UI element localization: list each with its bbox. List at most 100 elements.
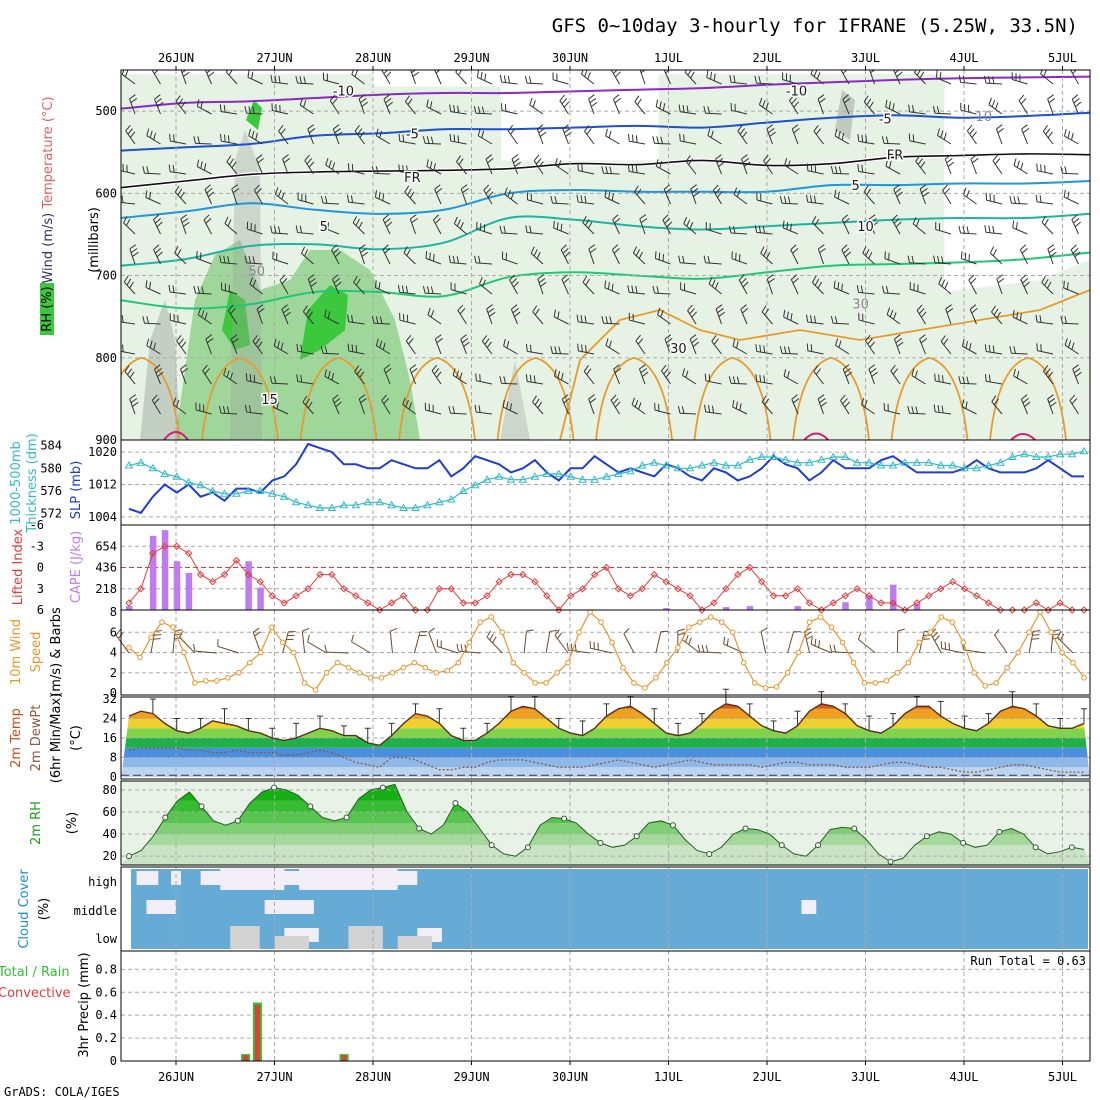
rh-point (1032, 844, 1039, 851)
wind-barb (144, 322, 161, 325)
wind-barb-flag (1047, 244, 1055, 250)
wind-barb-flag (934, 373, 936, 381)
wind-barb-flag (958, 75, 962, 83)
wind-barb-flag (1035, 314, 1038, 323)
wind-barb-flag (196, 159, 200, 167)
wind-barb-flag (818, 244, 825, 250)
wind-barb-flag (895, 221, 902, 228)
wind-barb-flag (474, 255, 477, 263)
wind-barb-flag (563, 277, 570, 284)
wind-barb-flag (1040, 164, 1042, 172)
wind-barb-flag (514, 311, 521, 318)
wind-barb-flag (612, 244, 619, 251)
wind-barb (527, 199, 544, 205)
isotherm-label: 5 (320, 220, 328, 235)
wind-barb-flag (383, 94, 390, 100)
wind-barb-flag (589, 98, 597, 104)
rh-legend-swatch (40, 283, 54, 335)
wind-barb-flag (992, 154, 998, 162)
wind-barb-flag (129, 94, 136, 100)
wind-barb (766, 278, 773, 295)
cape-bar (866, 595, 873, 610)
wind-barb-flag (479, 374, 481, 382)
precip-convective-bar (341, 1055, 347, 1061)
wind-barb-flag (306, 158, 313, 165)
wind-barb-flag (704, 373, 707, 381)
thickness-point (518, 475, 528, 483)
wind-barb-flag (636, 188, 642, 196)
marks-layer (115, 70, 1090, 1061)
wind-barb-flag (295, 75, 299, 84)
wind-barb-flag (1064, 129, 1067, 137)
wind-barb (911, 375, 926, 385)
rh-tick-label: 80 (103, 783, 117, 797)
wind-barb-flag (525, 374, 528, 382)
wind-barb-flag (1016, 370, 1020, 379)
wind-barb-flag (327, 222, 329, 230)
wind-barb-flag (411, 368, 418, 374)
wind-barb-flag (1075, 371, 1082, 377)
wind-barb-flag (307, 124, 314, 130)
cloud-clear-block (146, 900, 176, 914)
wind-barb (227, 310, 238, 325)
wind-barb (578, 170, 595, 175)
wind-barb-flag (459, 308, 466, 315)
wind-barb-flag (426, 159, 429, 167)
cloud-axis-unit-part: (%) (37, 898, 52, 921)
wind-speed-point (905, 659, 912, 666)
wind-barb-flag (811, 275, 817, 283)
wind-barb-flag (1044, 278, 1049, 286)
wind-barb (403, 252, 416, 265)
wind-barb-flag (358, 94, 366, 100)
wind-barb (552, 79, 569, 85)
rh-band-fill (145, 834, 1034, 846)
wind-barb (842, 99, 850, 115)
wind-barb-flag (278, 189, 282, 197)
wind-barb-flag (404, 185, 410, 193)
wind-barb (197, 106, 212, 115)
wind-barb-flag (499, 376, 503, 384)
frames-layer (120, 66, 1091, 1065)
wind-barb (271, 382, 289, 385)
thickness-point (470, 480, 480, 489)
wind-barb-flag (193, 285, 197, 294)
wind-barb-flag (248, 255, 252, 264)
wind-barb-flag (374, 190, 378, 198)
wind-barb-flag (1047, 94, 1054, 100)
wind-barb-flag (390, 627, 398, 632)
wind-barb (868, 368, 875, 385)
wind-barb-flag (178, 338, 184, 345)
wind-barb (273, 406, 289, 415)
precip-axis-title: 3hr Precip (mm) (77, 952, 92, 1057)
wind-barb-flag (553, 369, 557, 377)
wind-barb (202, 370, 212, 385)
wind-barb-flag (639, 214, 647, 220)
wind-barb-flag (704, 404, 707, 412)
wind-barb-flag (965, 401, 968, 409)
wind-tick-label: 8 (110, 605, 117, 619)
wind-barb-flag (453, 216, 458, 224)
precip-legend-convective: Convective (0, 986, 71, 1001)
wind-barb (502, 406, 518, 415)
wind-barb-flag (334, 128, 341, 134)
wind-barb-flag (130, 248, 138, 254)
wind-barb-flag (1071, 94, 1079, 100)
wind-barb (633, 252, 646, 265)
wind-barb-flag (463, 341, 470, 347)
wind-barb-flag (1013, 346, 1016, 354)
wind-barb-flag (715, 154, 722, 160)
wind-barb-flag (840, 394, 846, 401)
wind-barb-flag (786, 222, 789, 230)
wind-barb-flag (892, 103, 895, 111)
wind-barb-flag (406, 249, 411, 256)
wind-barb-flag (535, 158, 542, 165)
thickness-point (685, 463, 695, 472)
thickness-point (960, 463, 969, 472)
wind-barb-flag (355, 345, 358, 353)
wind-barb-flag (151, 70, 154, 71)
thickness-point (315, 503, 325, 511)
wind-barb-flag (665, 70, 670, 74)
rh-band-fill (177, 784, 403, 801)
wind-barb-flag (347, 314, 350, 322)
wind-barb-flag (739, 128, 746, 135)
